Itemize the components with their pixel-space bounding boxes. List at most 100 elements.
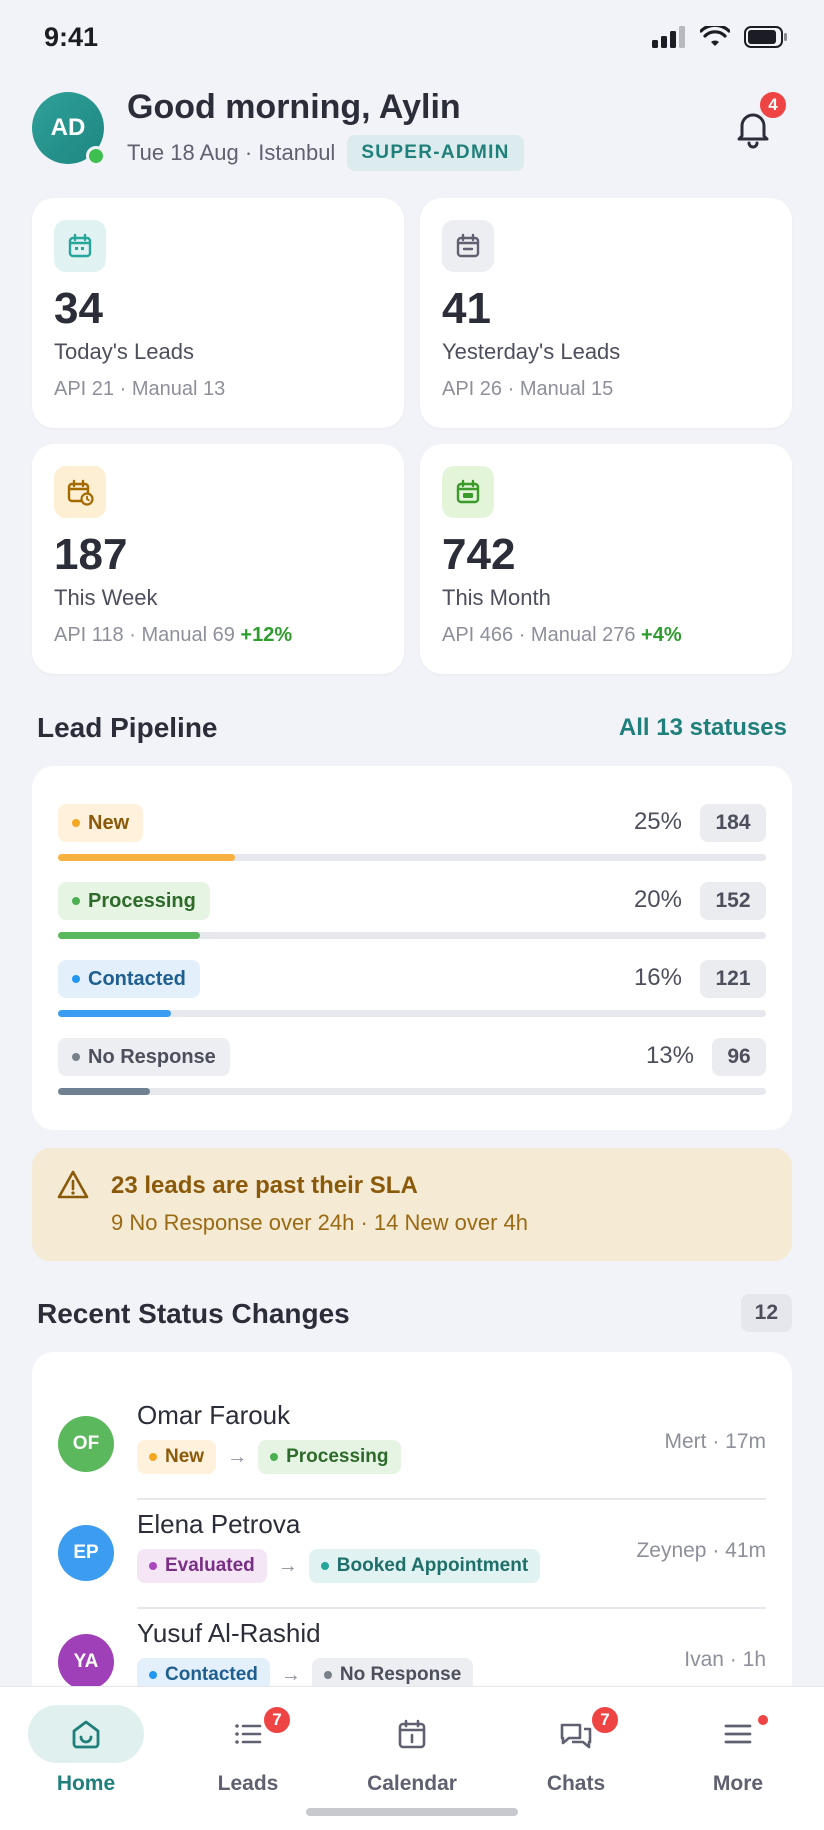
pipeline-row-no-response[interactable]: No Response 13% 96 — [58, 1038, 766, 1108]
tab-label: Chats — [546, 1772, 606, 1795]
status-dot — [320, 1562, 329, 1570]
divider — [137, 1498, 766, 1500]
stat-value: 41 — [442, 284, 491, 333]
stat-breakdown: API 21 · Manual 13 — [54, 378, 225, 401]
sla-title: 23 leads are past their SLA — [111, 1172, 418, 1199]
list-item[interactable]: EP Elena Petrova Evaluated → Booked Appo… — [32, 1501, 792, 1609]
stat-label: Yesterday's Leads — [442, 339, 621, 364]
calendar-icon — [54, 220, 106, 272]
progress-fill — [58, 932, 200, 939]
list-item[interactable]: YA Yusuf Al-Rashid Contacted → No Respon… — [32, 1610, 792, 1692]
status-dot — [72, 975, 80, 983]
status-bar: 9:41 — [0, 0, 824, 78]
notification-count-badge: 4 — [758, 90, 788, 120]
avatar: EP — [58, 1525, 114, 1581]
stat-value: 742 — [442, 530, 516, 579]
calendar-icon — [398, 1719, 426, 1749]
tab-leads[interactable]: 7 Leads — [166, 1687, 330, 1807]
stat-value: 187 — [54, 530, 128, 579]
tab-badge: 7 — [590, 1705, 620, 1735]
stat-card-today[interactable]: 34 Today's Leads API 21 · Manual 13 — [32, 198, 404, 428]
greeting-title: Good morning, Aylin — [127, 88, 461, 126]
progress-track — [58, 1088, 766, 1095]
progress-fill — [58, 1010, 172, 1017]
home-indicator — [306, 1808, 518, 1816]
tab-icon-container — [518, 1705, 634, 1763]
stat-breakdown: API 466 · Manual 276 +4% — [442, 624, 682, 647]
list-item[interactable]: OF Omar Farouk New → Processing Mert · 1… — [32, 1392, 792, 1500]
status-dot — [270, 1453, 279, 1461]
change-meta: Ivan · 1h — [684, 1648, 766, 1671]
status-dot — [72, 1053, 80, 1061]
pipeline-row-contacted[interactable]: Contacted 16% 121 — [58, 960, 766, 1030]
progress-track — [58, 1010, 766, 1017]
menu-icon — [724, 1724, 752, 1744]
status-label: No Response — [88, 1045, 216, 1068]
stat-label: This Month — [442, 585, 551, 610]
tab-label: More — [712, 1772, 764, 1795]
recent-changes-card: OF Omar Farouk New → Processing Mert · 1… — [32, 1352, 792, 1692]
lead-name: Elena Petrova — [137, 1509, 301, 1539]
status-pill: No Response — [58, 1038, 230, 1076]
progress-track — [58, 932, 766, 939]
stat-delta: +12% — [240, 624, 293, 646]
stat-breakdown: API 26 · Manual 15 — [442, 378, 613, 401]
avatar: OF — [58, 1416, 114, 1472]
sla-warning-banner[interactable]: 23 leads are past their SLA 9 No Respons… — [32, 1148, 792, 1261]
status-transition: New → Processing — [137, 1440, 401, 1474]
tab-label: Leads — [217, 1772, 279, 1795]
avatar-initials: EP — [73, 1542, 99, 1563]
divider — [137, 1607, 766, 1609]
tab-label: Calendar — [367, 1772, 457, 1795]
status-dot — [72, 897, 80, 905]
tab-icon-container — [190, 1705, 306, 1763]
all-statuses-link[interactable]: All 13 statuses — [618, 714, 787, 741]
pipeline-percent: 25% — [633, 808, 682, 835]
stat-card-month[interactable]: 742 This Month API 466 · Manual 276 +4% — [420, 444, 792, 674]
tab-more[interactable]: More — [656, 1687, 820, 1807]
tab-icon-container — [354, 1705, 470, 1763]
wifi-icon — [700, 26, 730, 46]
status-dot — [149, 1562, 157, 1570]
status-dot — [72, 819, 80, 827]
status-label: Processing — [286, 1446, 389, 1467]
status-dot — [323, 1671, 332, 1679]
online-status-indicator — [86, 146, 106, 166]
to-status-pill: Booked Appointment — [308, 1549, 541, 1583]
pipeline-row-new[interactable]: New 25% 184 — [58, 804, 766, 874]
tab-label: Home — [56, 1772, 116, 1795]
status-label: Contacted — [88, 967, 186, 990]
tab-calendar[interactable]: Calendar — [330, 1687, 494, 1807]
status-label: Contacted — [165, 1664, 258, 1685]
change-meta: Zeynep · 41m — [636, 1539, 766, 1562]
status-label: No Response — [339, 1664, 462, 1685]
to-status-pill: Processing — [258, 1440, 401, 1474]
status-pill: Processing — [58, 882, 210, 920]
tab-home[interactable]: Home — [4, 1687, 168, 1807]
list-icon — [235, 1724, 262, 1744]
sla-detail: 9 No Response over 24h · 14 New over 4h — [111, 1210, 529, 1235]
tab-badge: 7 — [262, 1705, 292, 1735]
status-pill: New — [58, 804, 144, 842]
pipeline-row-processing[interactable]: Processing 20% 152 — [58, 882, 766, 952]
change-meta: Mert · 17m — [664, 1430, 766, 1453]
tab-chats[interactable]: 7 Chats — [494, 1687, 658, 1807]
stat-card-yesterday[interactable]: 41 Yesterday's Leads API 26 · Manual 15 — [420, 198, 792, 428]
status-transition: Evaluated → Booked Appointment — [137, 1549, 541, 1583]
stat-label: Today's Leads — [54, 339, 194, 364]
from-status-pill: Evaluated — [137, 1549, 267, 1583]
lead-name: Omar Farouk — [137, 1400, 291, 1430]
status-icons — [652, 26, 788, 48]
notifications-button[interactable]: 4 — [728, 90, 788, 152]
pipeline-count: 96 — [712, 1038, 766, 1076]
date-location: Tue 18 Aug · Istanbul — [127, 140, 336, 165]
pipeline-percent: 16% — [633, 964, 682, 991]
pipeline-card: New 25% 184 Processing 20% 152 Contacted… — [32, 766, 792, 1130]
calendar-icon — [442, 466, 494, 518]
stat-breakdown-text: API 118 · Manual 69 — [54, 624, 235, 646]
pipeline-percent: 13% — [645, 1042, 694, 1069]
stat-card-week[interactable]: 187 This Week API 118 · Manual 69 +12% — [32, 444, 404, 674]
signal-icon — [652, 26, 685, 48]
arrow-right-icon: → — [227, 1445, 248, 1468]
stat-breakdown: API 118 · Manual 69 +12% — [54, 624, 292, 647]
